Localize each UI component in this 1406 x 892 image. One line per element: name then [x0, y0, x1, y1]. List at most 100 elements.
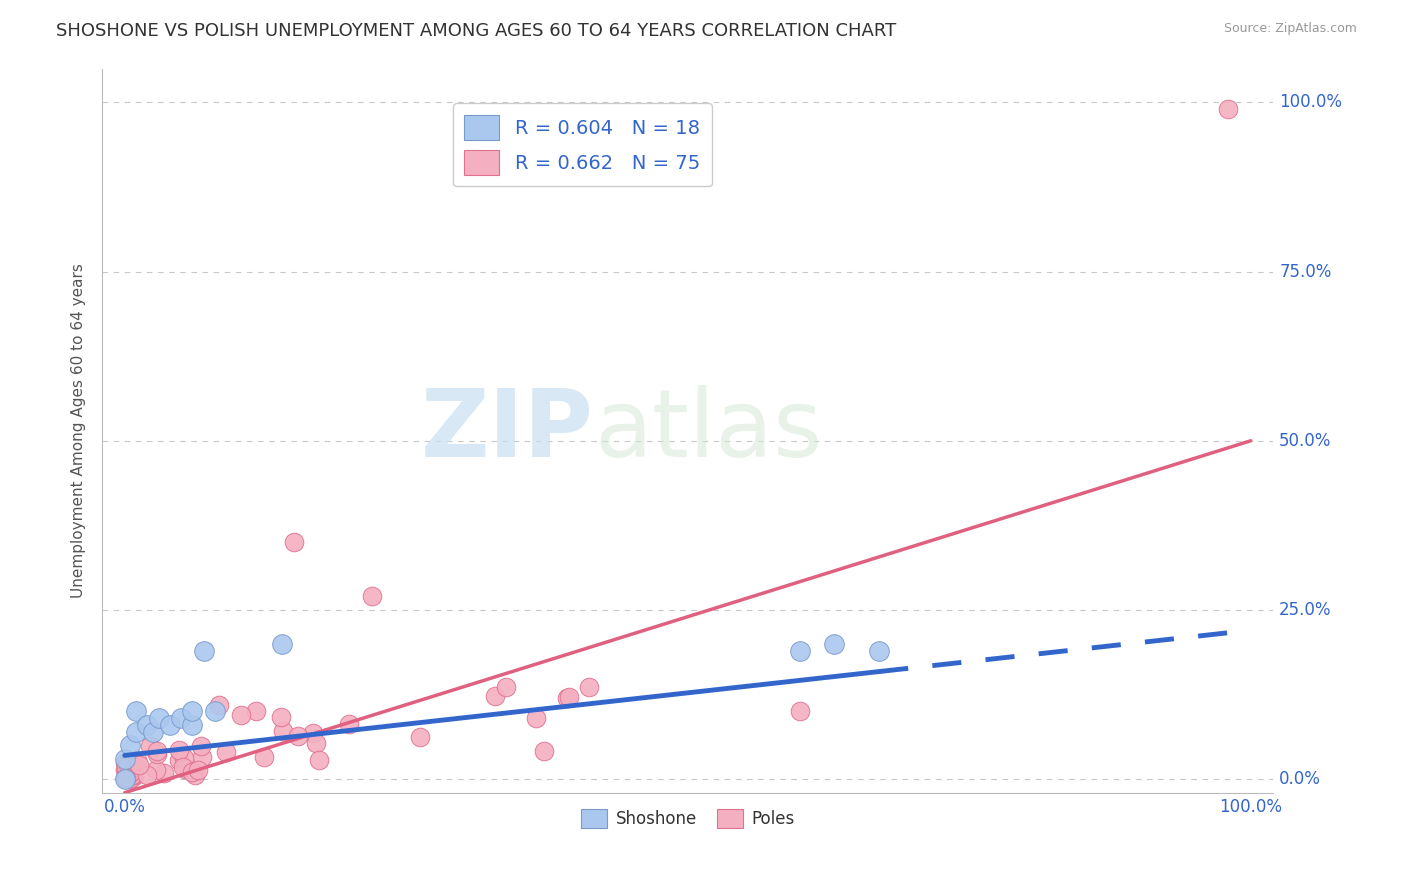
Point [117, 763, 139, 777]
Text: 25.0%: 25.0% [1279, 601, 1331, 619]
Point [117, 769, 139, 783]
Point [173, 751, 195, 765]
Text: SHOSHONE VS POLISH UNEMPLOYMENT AMONG AGES 60 TO 64 YEARS CORRELATION CHART: SHOSHONE VS POLISH UNEMPLOYMENT AMONG AG… [56, 22, 897, 40]
Point [868, 643, 890, 657]
Point [301, 726, 323, 740]
Point [173, 762, 195, 776]
Point [789, 643, 811, 657]
Legend: Shoshone, Poles: Shoshone, Poles [574, 803, 801, 835]
Point [159, 718, 181, 732]
Point [495, 681, 517, 695]
Point [114, 764, 136, 779]
Point [121, 772, 143, 786]
Point [1218, 102, 1240, 116]
Point [135, 768, 157, 782]
Point [789, 705, 811, 719]
Text: ZIP: ZIP [422, 384, 595, 476]
Point [229, 707, 252, 722]
Point [271, 637, 294, 651]
Point [122, 758, 145, 772]
Y-axis label: Unemployment Among Ages 60 to 64 years: Unemployment Among Ages 60 to 64 years [72, 263, 86, 598]
Point [118, 765, 141, 780]
Point [117, 756, 139, 771]
Point [180, 765, 202, 780]
Point [122, 768, 145, 782]
Point [578, 681, 600, 695]
Text: atlas: atlas [595, 384, 823, 476]
Point [184, 768, 207, 782]
Point [145, 763, 167, 777]
Point [533, 744, 555, 758]
Point [115, 758, 138, 772]
Point [118, 768, 141, 782]
Point [204, 705, 226, 719]
Point [114, 756, 136, 771]
Text: 100.0%: 100.0% [1279, 94, 1343, 112]
Point [114, 763, 136, 777]
Point [152, 765, 174, 780]
Point [270, 709, 292, 723]
Point [172, 760, 194, 774]
Point [121, 768, 143, 782]
Point [118, 756, 141, 770]
Point [120, 739, 142, 753]
Point [193, 643, 215, 657]
Point [181, 705, 204, 719]
Point [823, 637, 845, 651]
Point [128, 757, 150, 772]
Point [283, 535, 305, 549]
Point [121, 756, 143, 771]
Point [125, 753, 148, 767]
Point [191, 750, 214, 764]
Point [121, 764, 143, 778]
Point [114, 772, 136, 786]
Point [120, 764, 142, 779]
Point [187, 763, 209, 777]
Point [287, 729, 309, 743]
Point [120, 770, 142, 784]
Point [114, 760, 136, 774]
Point [139, 739, 162, 753]
Point [271, 724, 294, 739]
Point [121, 756, 143, 771]
Text: 75.0%: 75.0% [1279, 262, 1331, 281]
Point [167, 743, 190, 757]
Point [557, 690, 579, 705]
Point [361, 590, 384, 604]
Point [145, 747, 167, 762]
Point [208, 698, 231, 712]
Text: 0.0%: 0.0% [1279, 770, 1322, 789]
Point [253, 749, 276, 764]
Point [142, 724, 165, 739]
Point [118, 772, 141, 786]
Text: Source: ZipAtlas.com: Source: ZipAtlas.com [1223, 22, 1357, 36]
Point [117, 757, 139, 772]
Point [122, 769, 145, 783]
Point [118, 761, 141, 775]
Point [484, 689, 506, 703]
Point [136, 718, 159, 732]
Point [409, 731, 432, 745]
Point [114, 771, 136, 785]
Point [115, 763, 138, 777]
Point [524, 711, 547, 725]
Text: 50.0%: 50.0% [1279, 432, 1331, 450]
Point [169, 753, 191, 767]
Point [146, 744, 169, 758]
Point [114, 771, 136, 785]
Point [181, 718, 204, 732]
Point [117, 758, 139, 772]
Point [121, 767, 143, 781]
Point [170, 711, 193, 725]
Point [121, 763, 143, 777]
Point [190, 739, 212, 753]
Point [148, 711, 170, 725]
Point [125, 724, 148, 739]
Point [245, 704, 267, 718]
Point [125, 705, 148, 719]
Point [305, 736, 328, 750]
Point [557, 690, 579, 704]
Point [215, 745, 238, 759]
Point [114, 752, 136, 766]
Point [308, 753, 330, 767]
